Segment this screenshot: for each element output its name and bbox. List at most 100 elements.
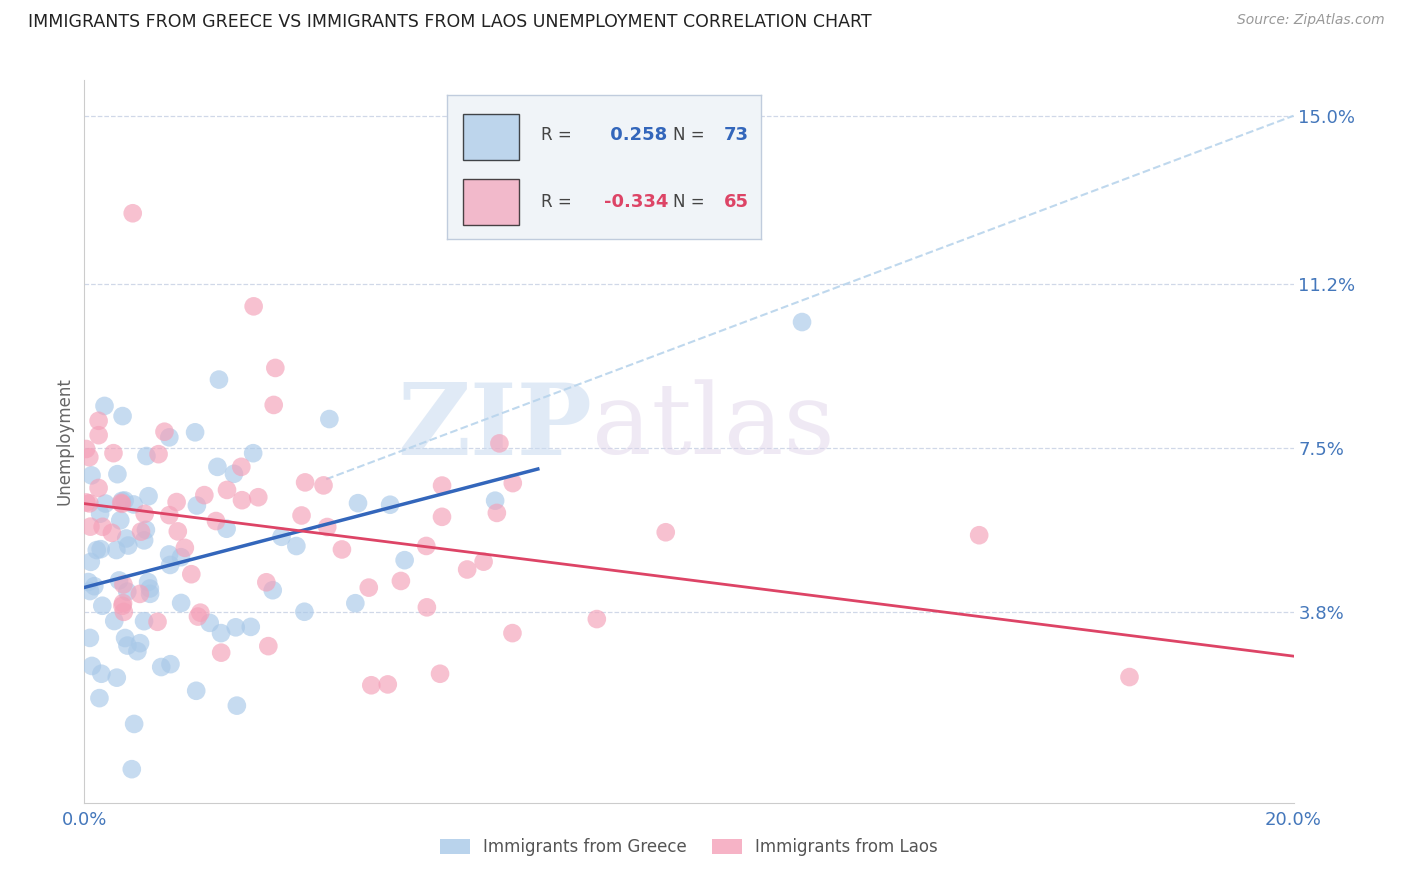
Point — [416, 600, 439, 615]
Point — [654, 525, 676, 540]
Point — [105, 543, 128, 558]
Point — [111, 409, 134, 423]
Point — [294, 475, 316, 490]
Point — [198, 615, 221, 630]
Point — [112, 577, 135, 591]
Point — [111, 497, 134, 511]
Point — [270, 530, 292, 544]
Point — [117, 639, 139, 653]
Point — [93, 399, 115, 413]
Point — [242, 446, 264, 460]
Point — [484, 493, 506, 508]
Point — [117, 584, 139, 599]
Point — [318, 412, 340, 426]
Point — [108, 574, 131, 588]
Point — [294, 605, 316, 619]
Point — [79, 631, 101, 645]
Point — [87, 481, 110, 495]
Point — [134, 533, 156, 548]
Point — [75, 442, 97, 456]
Point — [80, 659, 103, 673]
Point — [132, 614, 155, 628]
Point — [122, 717, 145, 731]
Point — [330, 542, 353, 557]
Point — [89, 691, 111, 706]
Point — [254, 575, 277, 590]
Point — [150, 660, 173, 674]
Point — [231, 493, 253, 508]
Point — [77, 574, 100, 589]
Point — [186, 683, 208, 698]
Y-axis label: Unemployment: Unemployment — [55, 377, 73, 506]
Point — [357, 581, 380, 595]
Point — [159, 558, 181, 572]
Point — [222, 467, 245, 481]
Point — [105, 671, 128, 685]
Point — [231, 459, 253, 474]
Point — [193, 488, 215, 502]
Point — [263, 398, 285, 412]
Point — [215, 522, 238, 536]
Point — [148, 447, 170, 461]
Point — [456, 562, 478, 576]
Point — [80, 555, 103, 569]
Point — [122, 498, 145, 512]
Point — [157, 508, 180, 523]
Point — [112, 605, 135, 619]
Point — [103, 614, 125, 628]
Point — [91, 599, 114, 613]
Point — [153, 425, 176, 439]
Point — [257, 639, 280, 653]
Point — [208, 373, 231, 387]
Point — [129, 524, 152, 539]
Point — [89, 507, 111, 521]
Point — [94, 496, 117, 510]
Point — [138, 489, 160, 503]
Point — [790, 315, 813, 329]
Point — [112, 596, 135, 610]
Point — [139, 587, 162, 601]
Point — [135, 449, 157, 463]
Point — [87, 428, 110, 442]
Point — [90, 666, 112, 681]
Point — [127, 644, 149, 658]
Point — [485, 506, 508, 520]
Point — [180, 567, 202, 582]
Point — [80, 468, 103, 483]
Point — [415, 539, 437, 553]
Point — [429, 666, 451, 681]
Point — [83, 579, 105, 593]
Point — [205, 514, 228, 528]
Point — [91, 520, 114, 534]
Point — [344, 596, 367, 610]
Point — [121, 206, 143, 220]
Point — [187, 609, 209, 624]
Point — [87, 414, 110, 428]
Point — [239, 620, 262, 634]
Point — [378, 498, 401, 512]
Point — [184, 425, 207, 440]
Point — [488, 436, 510, 450]
Point — [247, 490, 270, 504]
Point — [209, 626, 232, 640]
Point — [225, 698, 247, 713]
Point — [157, 430, 180, 444]
Point — [585, 612, 607, 626]
Point — [285, 539, 308, 553]
Text: IMMIGRANTS FROM GREECE VS IMMIGRANTS FROM LAOS UNEMPLOYMENT CORRELATION CHART: IMMIGRANTS FROM GREECE VS IMMIGRANTS FRO… — [28, 13, 872, 31]
Point — [128, 587, 150, 601]
Point — [242, 299, 264, 313]
Point — [114, 631, 136, 645]
Point — [1118, 670, 1140, 684]
Point — [139, 582, 162, 596]
Point — [159, 657, 181, 672]
Point — [430, 509, 453, 524]
Legend: Immigrants from Greece, Immigrants from Laos: Immigrants from Greece, Immigrants from … — [433, 831, 945, 863]
Point — [79, 584, 101, 599]
Point — [75, 495, 97, 509]
Point — [134, 507, 156, 521]
Text: atlas: atlas — [592, 379, 835, 475]
Point — [114, 493, 136, 508]
Point — [110, 496, 132, 510]
Point — [472, 555, 495, 569]
